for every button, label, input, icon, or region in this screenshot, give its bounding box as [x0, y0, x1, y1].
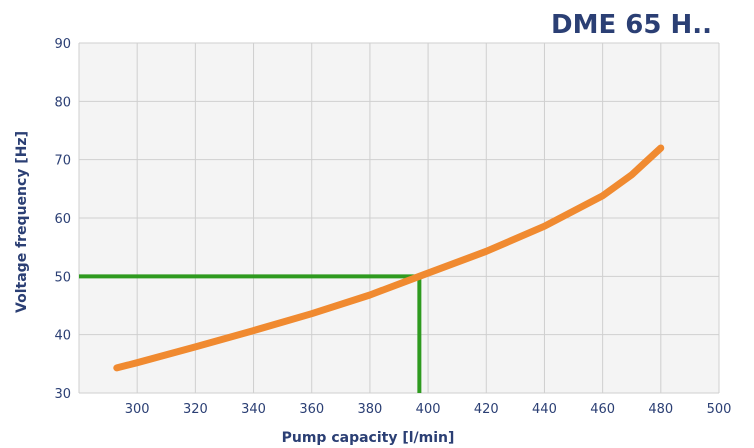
x-tick-label: 380	[357, 402, 382, 417]
y-tick-label: 60	[54, 212, 71, 227]
y-axis-label: Voltage frequency [Hz]	[14, 131, 30, 313]
y-tick-label: 90	[54, 37, 71, 52]
y-tick-label: 70	[54, 154, 71, 169]
y-tick-label: 50	[54, 270, 71, 285]
x-tick-label: 340	[241, 402, 266, 417]
series-line	[113, 144, 665, 372]
chart-title: DME 65 H..	[551, 10, 712, 40]
x-tick-label: 440	[532, 402, 557, 417]
x-tick-label: 460	[590, 402, 615, 417]
x-tick-label: 500	[707, 402, 732, 417]
x-axis-label: Pump capacity [l/min]	[282, 430, 455, 446]
x-tick-label: 420	[474, 402, 499, 417]
series-group	[113, 144, 665, 372]
x-tick-labels: 300 320 340 360 380 400 420 440 460 480 500	[125, 402, 732, 417]
reference-lines	[79, 274, 422, 393]
x-tick-label: 360	[299, 402, 324, 417]
y-tick-label: 40	[54, 329, 71, 344]
x-tick-label: 300	[125, 402, 150, 417]
y-tick-labels: 30 40 50 60 70 80 90	[54, 37, 71, 402]
x-tick-label: 480	[648, 402, 673, 417]
y-tick-label: 30	[54, 387, 71, 402]
x-tick-label: 320	[183, 402, 208, 417]
y-tick-label: 80	[54, 95, 71, 110]
x-tick-label: 400	[416, 402, 441, 417]
